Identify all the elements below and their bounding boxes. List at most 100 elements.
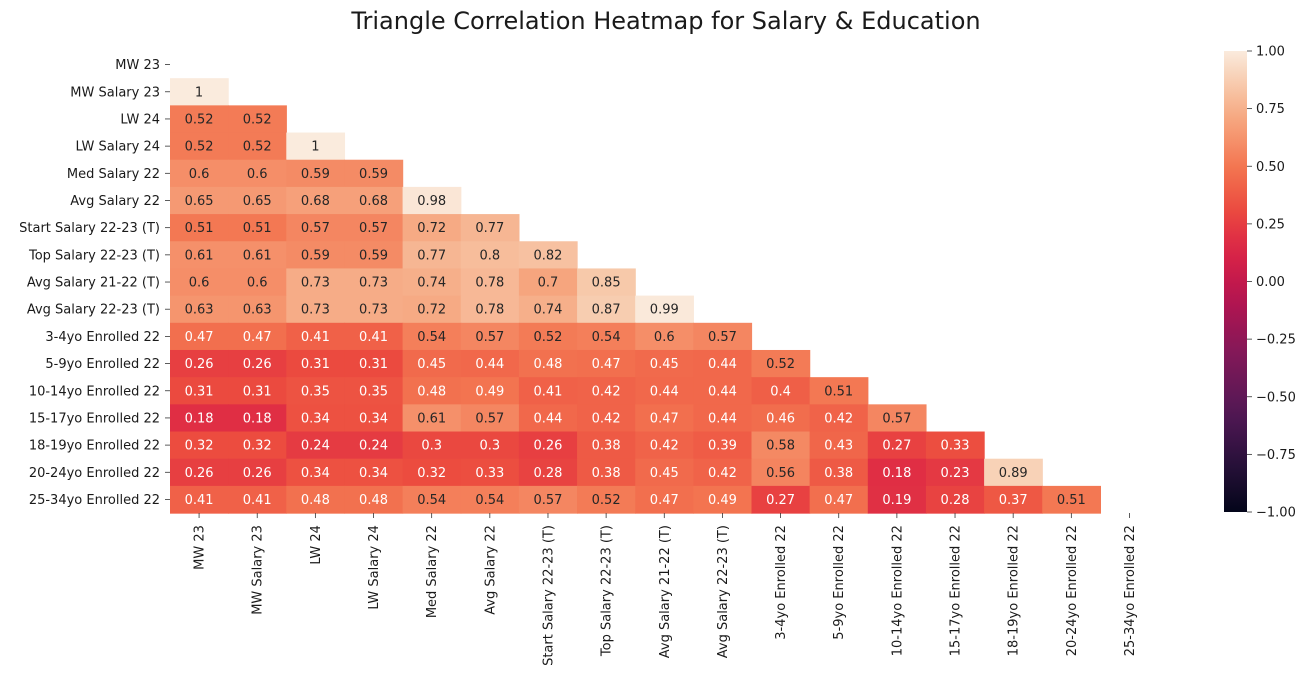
heatmap-cell [693,431,753,460]
heatmap-cell [867,458,927,487]
heatmap-cell [228,186,287,215]
cell-value-label: 0.7 [538,276,559,291]
cell-value-label: 0.54 [475,493,504,508]
cell-value-label: 0.54 [592,330,621,345]
colorbar-tick-label: −0.50 [1256,390,1296,405]
heatmap-cell [460,377,520,405]
cell-value-label: 0.24 [301,439,330,454]
cell-value-label: 0.47 [824,493,853,508]
y-label-lw-salary-24: LW Salary 24 [75,140,160,155]
x-label-mw-salary-23: MW Salary 23 [251,525,266,615]
heatmap-cell [693,485,753,514]
heatmap-cell [170,105,229,134]
heatmap-cell [344,241,404,270]
y-label-25-34yo-enrolled-22: 25-34yo Enrolled 22 [29,493,160,508]
heatmap-cell [518,404,578,433]
cell-value-label: 1 [311,140,319,155]
heatmap-cell [402,485,462,514]
cell-value-label: 0.82 [533,248,562,263]
cell-value-label: 0.27 [766,493,795,508]
x-label-start-salary-22-23-t: Start Salary 22-23 (T) [541,525,556,666]
cell-value-label: 0.26 [243,466,272,481]
heatmap-cell [170,186,229,215]
cell-value-label: 0.57 [475,330,504,345]
heatmap-cell [344,431,404,460]
heatmap-cell [635,349,694,378]
heatmap-cell [751,458,811,487]
heatmap-cell [460,404,520,433]
heatmap-cell [402,295,462,324]
heatmap-cell [925,458,985,487]
cell-value-label: 0.6 [654,330,675,345]
heatmap-cell [867,431,927,460]
cell-value-label: 0.37 [999,493,1028,508]
cell-value-label: 1 [195,85,203,100]
heatmap-cell [809,431,869,460]
heatmap-cell [286,458,346,487]
heatmap-cell [344,186,404,215]
heatmap-cell [809,458,869,487]
cell-value-label: 0.38 [592,466,621,481]
colorbar: 1.00 0.75 0.50 0.25 0.00 −0.25 −0.50 −0.75 −1.00 [1224,45,1296,521]
heatmap-cell [635,295,694,324]
cell-value-label: 0.52 [185,140,214,155]
colorbar-tick-label: 0.50 [1256,160,1285,175]
cell-value-label: 0.89 [999,466,1028,481]
cell-value-label: 0.35 [359,384,388,399]
heatmap-cell [635,322,694,351]
y-label-15-17yo-enrolled-22: 15-17yo Enrolled 22 [29,411,160,426]
heatmap-cell [984,458,1043,487]
heatmap-cell [228,241,287,270]
x-label-avg-salary-21-22-t: Avg Salary 21-22 (T) [658,525,673,658]
cell-value-label: 0.57 [533,493,562,508]
heatmap-cell [809,485,869,514]
colorbar-tick-label: −0.25 [1256,333,1296,348]
x-label-lw-24: LW 24 [309,525,324,565]
cell-value-label: 0.77 [417,248,446,263]
heatmap-cell [170,322,229,351]
y-label-lw-24: LW 24 [120,112,160,127]
heatmap-cell [809,404,869,433]
y-label-avg-salary-21-22-t: Avg Salary 21-22 (T) [27,276,160,291]
heatmap-cell [344,322,404,351]
heatmap-cell [228,295,287,324]
cell-value-label: 0.44 [708,357,737,372]
cell-value-label: 0.31 [185,384,214,399]
cell-value-label: 0.33 [475,466,504,481]
heatmap-cell [402,349,462,378]
cell-value-label: 0.57 [708,330,737,345]
y-label-5-9yo-enrolled-22: 5-9yo Enrolled 22 [45,357,160,372]
heatmap-cell [170,214,229,242]
heatmap-cell [518,241,578,270]
cell-value-label: 0.73 [359,276,388,291]
x-label-5-9yo-enrolled-22: 5-9yo Enrolled 22 [832,525,847,640]
heatmap-cell [170,377,229,405]
cell-value-label: 0.61 [417,411,446,426]
cell-value-label: 0.35 [301,384,330,399]
cell-value-label: 0.18 [243,411,272,426]
cell-value-label: 0.44 [533,411,562,426]
cell-value-label: 0.56 [766,466,795,481]
heatmap-cell [1042,485,1101,514]
x-label-25-34yo-enrolled-22: 25-34yo Enrolled 22 [1123,525,1138,656]
cell-value-label: 0.59 [301,167,330,182]
heatmap-cell [751,431,811,460]
cell-value-label: 0.23 [941,466,970,481]
cell-value-label: 0.44 [708,411,737,426]
cell-value-label: 0.63 [185,303,214,318]
cell-value-label: 0.31 [243,384,272,399]
cell-value-label: 0.26 [185,357,214,372]
cell-value-label: 0.51 [1057,493,1086,508]
heatmap-cell [809,377,869,405]
y-label-20-24yo-enrolled-22: 20-24yo Enrolled 22 [29,466,160,481]
heatmap-cell [460,295,520,324]
cell-value-label: 0.34 [359,411,388,426]
cell-value-label: 0.34 [301,411,330,426]
heatmap-cell [518,377,578,405]
chart-title: Triangle Correlation Heatmap for Salary … [350,7,980,35]
x-label-mw-23: MW 23 [193,525,208,570]
cell-value-label: 0.73 [359,303,388,318]
colorbar-tick-label: −1.00 [1256,506,1296,521]
heatmap-cell [228,105,287,134]
